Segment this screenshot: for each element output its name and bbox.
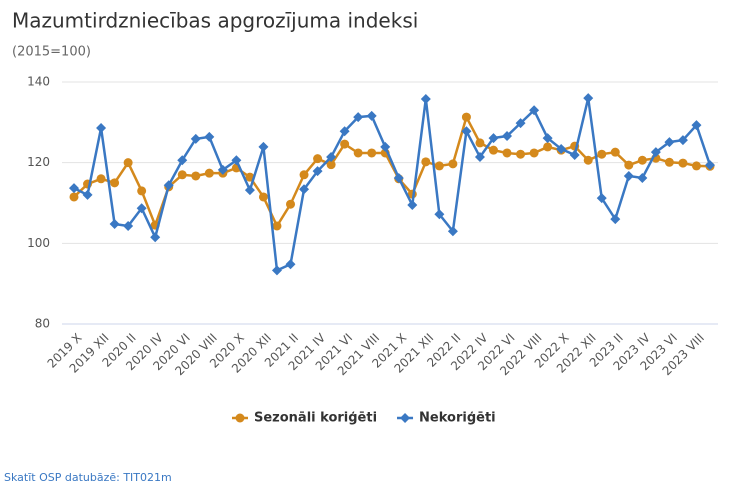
point bbox=[623, 170, 634, 181]
point bbox=[664, 157, 674, 167]
y-tick-label: 120 bbox=[27, 155, 50, 169]
point bbox=[136, 203, 147, 214]
point bbox=[542, 133, 553, 144]
point bbox=[244, 185, 255, 196]
point bbox=[596, 193, 607, 204]
point bbox=[272, 221, 282, 231]
point bbox=[461, 126, 472, 137]
point bbox=[516, 149, 526, 159]
chart-subtitle: (2015=100) bbox=[12, 45, 91, 60]
point bbox=[691, 161, 701, 171]
point bbox=[109, 218, 120, 229]
point bbox=[299, 184, 310, 195]
point bbox=[420, 93, 431, 104]
point bbox=[271, 265, 282, 276]
point bbox=[488, 133, 499, 144]
point bbox=[339, 126, 350, 137]
point bbox=[475, 138, 485, 148]
series-line bbox=[73, 113, 711, 229]
point bbox=[123, 158, 133, 168]
point bbox=[637, 172, 648, 183]
point bbox=[96, 174, 106, 184]
point bbox=[610, 214, 621, 225]
legend-label: Nekoriģēti bbox=[419, 411, 496, 426]
point bbox=[448, 159, 458, 169]
point bbox=[326, 160, 336, 170]
point bbox=[191, 171, 201, 181]
point bbox=[650, 147, 661, 158]
y-tick-label: 140 bbox=[27, 75, 50, 89]
y-tick-label: 100 bbox=[27, 236, 50, 250]
point bbox=[624, 160, 634, 170]
point bbox=[69, 183, 79, 194]
point bbox=[312, 166, 323, 177]
point bbox=[583, 93, 594, 104]
point bbox=[367, 148, 377, 158]
point bbox=[677, 135, 688, 146]
point bbox=[163, 180, 174, 191]
y-tick-label: 80 bbox=[35, 317, 50, 331]
point bbox=[123, 220, 134, 231]
point bbox=[313, 154, 323, 164]
point bbox=[597, 149, 607, 159]
point bbox=[705, 160, 715, 171]
point bbox=[340, 139, 350, 149]
legend-label: Sezonāli koriģēti bbox=[254, 411, 377, 426]
point bbox=[353, 112, 364, 123]
legend-symbol bbox=[400, 413, 411, 423]
legend-symbol bbox=[235, 413, 245, 423]
point bbox=[137, 186, 147, 196]
point bbox=[691, 120, 702, 131]
point bbox=[204, 168, 214, 178]
point bbox=[474, 152, 485, 163]
legend-item[interactable]: Nekoriģēti bbox=[397, 411, 496, 426]
point bbox=[286, 199, 296, 209]
point bbox=[299, 170, 309, 180]
point bbox=[434, 209, 445, 220]
point bbox=[556, 143, 567, 154]
point bbox=[502, 131, 513, 142]
point bbox=[610, 147, 620, 157]
point bbox=[515, 118, 526, 129]
point bbox=[231, 155, 242, 166]
point bbox=[569, 150, 580, 161]
point bbox=[461, 112, 471, 122]
point bbox=[96, 122, 107, 133]
point bbox=[637, 155, 647, 165]
legend-item[interactable]: Sezonāli koriģēti bbox=[232, 411, 377, 426]
point bbox=[488, 145, 498, 155]
point bbox=[583, 155, 593, 165]
point bbox=[529, 148, 539, 158]
point bbox=[82, 189, 93, 200]
point bbox=[177, 155, 188, 166]
footer-link[interactable]: Skatīt OSP datubāzē: TIT021m bbox=[4, 471, 172, 484]
point bbox=[366, 110, 377, 121]
point bbox=[150, 232, 161, 243]
point bbox=[393, 172, 404, 183]
point bbox=[258, 141, 269, 152]
chart-title: Mazumtirdzniecības apgrozījuma indeksi bbox=[12, 9, 418, 33]
point bbox=[190, 133, 201, 144]
point bbox=[434, 161, 444, 171]
point bbox=[69, 192, 79, 202]
point bbox=[380, 141, 391, 152]
point bbox=[258, 192, 268, 202]
point bbox=[110, 178, 120, 188]
point bbox=[353, 148, 363, 158]
point bbox=[421, 157, 431, 167]
point bbox=[447, 226, 458, 237]
point bbox=[678, 158, 688, 168]
point bbox=[177, 170, 187, 180]
point bbox=[204, 131, 215, 142]
point bbox=[529, 105, 540, 116]
point bbox=[502, 148, 512, 158]
point bbox=[407, 200, 418, 211]
point bbox=[285, 259, 296, 270]
series-line bbox=[73, 97, 712, 273]
point bbox=[217, 164, 228, 175]
point bbox=[664, 137, 675, 148]
point bbox=[326, 152, 337, 163]
point bbox=[543, 142, 553, 152]
